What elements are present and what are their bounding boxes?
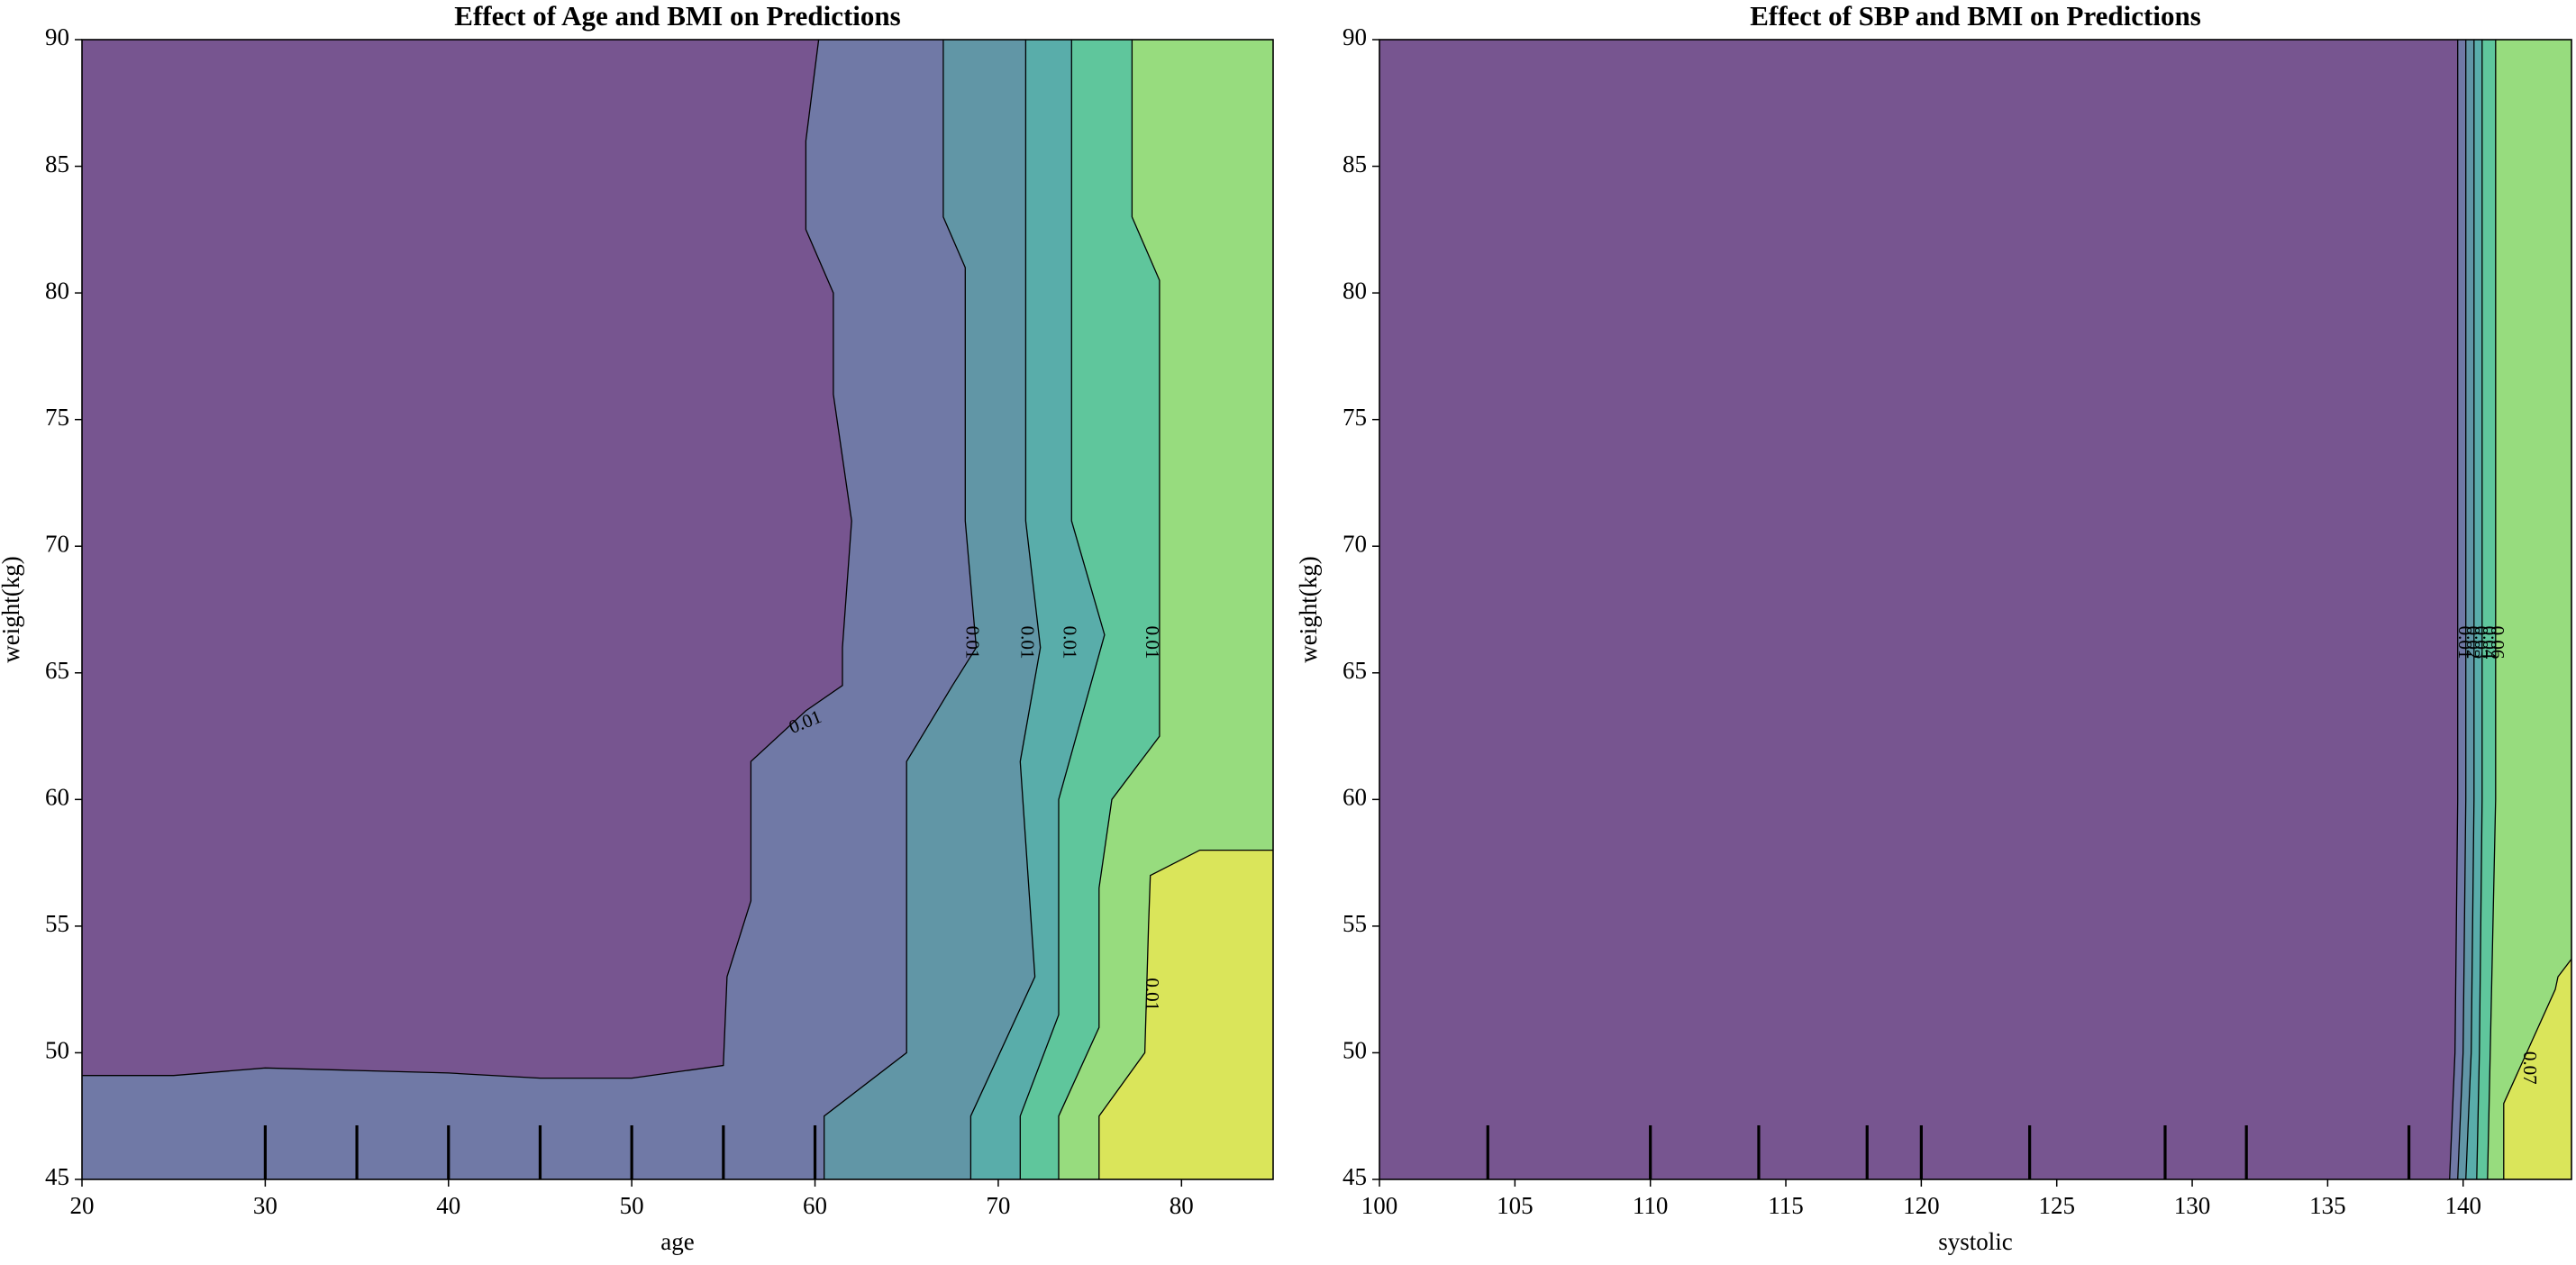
panel-2-y-axis-label: weight(kg) — [1295, 556, 1322, 662]
panel-2-contour-label: 0.01 — [2454, 626, 2476, 660]
panel-1-y-axis-label: weight(kg) — [0, 556, 24, 662]
panel-1-x-tick-label: 60 — [803, 1192, 827, 1219]
panel-2-contour-label: 0.02 — [2462, 626, 2484, 660]
panel-1-y-tick-label: 70 — [45, 530, 69, 557]
panel-1-contour-label: 0.01 — [1059, 626, 1080, 660]
panel-2-x-tick-label: 110 — [1633, 1192, 1669, 1219]
panel-2-x-tick-label: 105 — [1497, 1192, 1534, 1219]
panel-1-y-tick-label: 60 — [45, 784, 69, 811]
panel-1-contour-line-3 — [969, 40, 1042, 1179]
panel-1-contour-region-1 — [82, 40, 852, 1179]
panel-1-x-tick-label: 40 — [436, 1192, 460, 1219]
panel-1-title: Effect of Age and BMI on Predictions — [454, 0, 900, 32]
panel-2-x-tick-label: 130 — [2174, 1192, 2211, 1219]
panel-2-x-tick-label: 115 — [1768, 1192, 1804, 1219]
panel-2-y-tick-label: 65 — [1343, 657, 1367, 684]
panel-2-y-tick-label: 70 — [1343, 530, 1367, 557]
panel-1-contour-line-5 — [1058, 40, 1161, 1179]
panel-2-contour-line-3 — [2465, 40, 2475, 1179]
panel-2-contour-label: 0.07 — [2519, 1051, 2541, 1085]
panel-1-x-axis-label: age — [660, 1228, 694, 1255]
panel-1-contour-line-6 — [1098, 849, 1273, 1179]
panel-2-title: Effect of SBP and BMI on Predictions — [1750, 0, 2201, 32]
panel-2-y-tick-label: 75 — [1343, 404, 1367, 431]
panel-2-x-tick-label: 120 — [1903, 1192, 1940, 1219]
panel-1-plot-area: 0.010.01 0.01 0.01 0.010.01 — [82, 40, 1273, 1179]
panel-2-contour-label: 0.06 — [2487, 626, 2508, 660]
panel-2-plot-area: 0.010.020.030.040.06 0.07 — [1379, 40, 2571, 1179]
panel-1-x-tick-label: 80 — [1170, 1192, 1194, 1219]
panel-1-y-tick-label: 90 — [45, 23, 69, 50]
panel-2-x-tick-label: 125 — [2038, 1192, 2075, 1219]
panel-1-contour-label: 0.01 — [962, 626, 984, 660]
panel-1-contour-line-4 — [1019, 40, 1106, 1179]
panel-1-x-tick-label: 70 — [986, 1192, 1010, 1219]
panel-2-contour-line-1 — [2449, 40, 2459, 1179]
panel-1-axes-frame — [81, 39, 1274, 1180]
panel-2-y-tick-label: 85 — [1343, 150, 1367, 177]
panel-2-x-tick-label: 100 — [1361, 1192, 1398, 1219]
panel-2-contour-label: 0.03 — [2471, 626, 2492, 660]
panel-2-contour-region-1 — [1379, 40, 2458, 1179]
panel-2-x-tick-label: 135 — [2309, 1192, 2346, 1219]
panel-2-contour-line-4 — [2476, 40, 2483, 1179]
panel-2-contour-line-5 — [2487, 40, 2497, 1179]
panel-2-contour-line-2 — [2457, 40, 2467, 1179]
panel-2-y-tick-label: 50 — [1343, 1037, 1367, 1064]
panel-1-contour-label: 0.01 — [1142, 626, 1163, 660]
panel-2-y-tick-label: 90 — [1343, 23, 1367, 50]
panel-1-y-tick-label: 65 — [45, 657, 69, 684]
panel-1-x-tick-label: 20 — [70, 1192, 95, 1219]
panel-2-y-tick-label: 45 — [1343, 1163, 1367, 1190]
panel-1-y-tick-label: 55 — [45, 910, 69, 937]
panel-2: 0.010.020.030.040.06 0.07 100 105 110 115 120 1… — [1295, 0, 2572, 1255]
panel-1-x-tick-label: 30 — [253, 1192, 278, 1219]
panel-2-y-tick-label: 55 — [1343, 910, 1367, 937]
panel-1-y-tick-label: 80 — [45, 277, 69, 304]
panel-1-y-tick-label: 45 — [45, 1163, 69, 1190]
panel-1-contour-line-2 — [824, 40, 978, 1179]
panel-2-axes-frame — [1379, 39, 2572, 1180]
panel-1-y-tick-label: 85 — [45, 150, 69, 177]
panel-1-contour-label: 0.01 — [1142, 978, 1163, 1011]
panel-1-contour-label: 0.01 — [1017, 626, 1039, 660]
panel-1-contour-line-1 — [82, 40, 852, 1079]
panel-2-y-tick-label: 60 — [1343, 784, 1367, 811]
panel-2-contour-line-6 — [2503, 959, 2571, 1179]
panel-2-y-tick-label: 80 — [1343, 277, 1367, 304]
panel-1-y-tick-label: 50 — [45, 1037, 69, 1064]
panel-2-x-tick-label: 140 — [2444, 1192, 2481, 1219]
panel-2-contour-label: 0.04 — [2479, 626, 2500, 660]
panel-1-x-tick-label: 50 — [620, 1192, 644, 1219]
panel-1-y-tick-label: 75 — [45, 404, 69, 431]
panel-2-x-axis-label: systolic — [1938, 1228, 2013, 1255]
